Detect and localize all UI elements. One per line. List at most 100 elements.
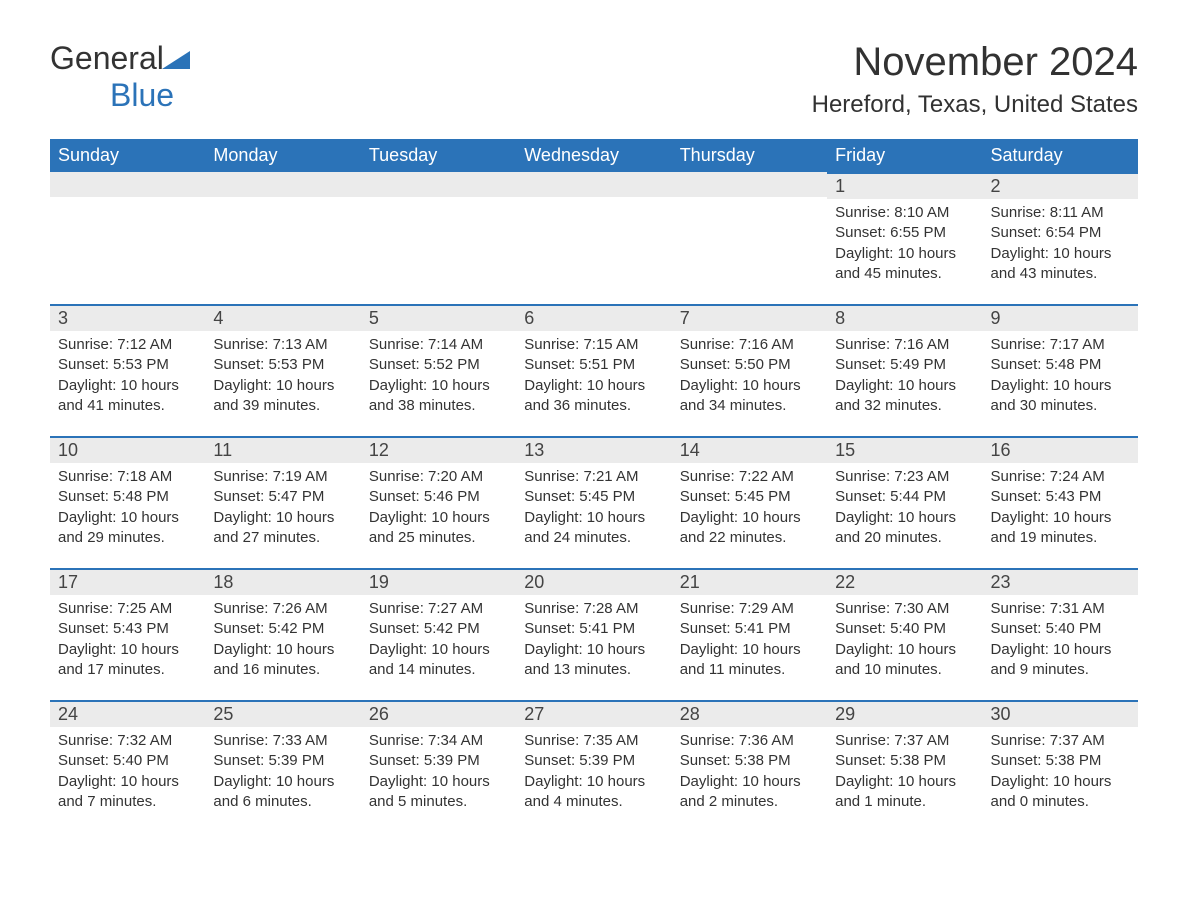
day-number: 6 [516,306,671,331]
day-body: Sunrise: 7:23 AMSunset: 5:44 PMDaylight:… [827,463,982,556]
sunrise-text: Sunrise: 7:19 AM [213,467,352,487]
daylight-text: Daylight: 10 hours and 24 minutes. [524,508,663,549]
day-body: Sunrise: 7:31 AMSunset: 5:40 PMDaylight:… [983,595,1138,688]
day-wrap: 8Sunrise: 7:16 AMSunset: 5:49 PMDaylight… [827,304,982,424]
day-wrap: 20Sunrise: 7:28 AMSunset: 5:41 PMDayligh… [516,568,671,688]
day-wrap: 29Sunrise: 7:37 AMSunset: 5:38 PMDayligh… [827,700,982,820]
day-number: 19 [361,570,516,595]
sunrise-text: Sunrise: 7:27 AM [369,599,508,619]
header: General Blue November 2024 Hereford, Tex… [50,40,1138,119]
sunset-text: Sunset: 6:54 PM [991,223,1130,243]
calendar-cell: 26Sunrise: 7:34 AMSunset: 5:39 PMDayligh… [361,700,516,832]
day-body: Sunrise: 7:15 AMSunset: 5:51 PMDaylight:… [516,331,671,424]
day-body: Sunrise: 7:19 AMSunset: 5:47 PMDaylight:… [205,463,360,556]
day-number: 20 [516,570,671,595]
calendar-cell: 21Sunrise: 7:29 AMSunset: 5:41 PMDayligh… [672,568,827,700]
day-number: 21 [672,570,827,595]
day-number: 17 [50,570,205,595]
calendar-cell [205,172,360,304]
day-wrap: 9Sunrise: 7:17 AMSunset: 5:48 PMDaylight… [983,304,1138,424]
daylight-text: Daylight: 10 hours and 32 minutes. [835,376,974,417]
daylight-text: Daylight: 10 hours and 29 minutes. [58,508,197,549]
calendar-cell: 28Sunrise: 7:36 AMSunset: 5:38 PMDayligh… [672,700,827,832]
calendar-week-row: 17Sunrise: 7:25 AMSunset: 5:43 PMDayligh… [50,568,1138,700]
sunset-text: Sunset: 5:49 PM [835,355,974,375]
daylight-text: Daylight: 10 hours and 34 minutes. [680,376,819,417]
day-number-empty [205,172,360,197]
calendar-cell: 12Sunrise: 7:20 AMSunset: 5:46 PMDayligh… [361,436,516,568]
calendar-week-row: 10Sunrise: 7:18 AMSunset: 5:48 PMDayligh… [50,436,1138,568]
day-body: Sunrise: 7:27 AMSunset: 5:42 PMDaylight:… [361,595,516,688]
day-number: 2 [983,174,1138,199]
calendar-cell: 11Sunrise: 7:19 AMSunset: 5:47 PMDayligh… [205,436,360,568]
daylight-text: Daylight: 10 hours and 43 minutes. [991,244,1130,285]
daylight-text: Daylight: 10 hours and 4 minutes. [524,772,663,813]
sunset-text: Sunset: 5:43 PM [991,487,1130,507]
day-wrap: 2Sunrise: 8:11 AMSunset: 6:54 PMDaylight… [983,172,1138,292]
sunset-text: Sunset: 5:50 PM [680,355,819,375]
sunset-text: Sunset: 5:47 PM [213,487,352,507]
sunrise-text: Sunrise: 7:15 AM [524,335,663,355]
sunrise-text: Sunrise: 7:36 AM [680,731,819,751]
logo-sail-icon [164,40,190,76]
daylight-text: Daylight: 10 hours and 41 minutes. [58,376,197,417]
calendar-cell: 30Sunrise: 7:37 AMSunset: 5:38 PMDayligh… [983,700,1138,832]
day-number: 24 [50,702,205,727]
sunrise-text: Sunrise: 7:16 AM [835,335,974,355]
day-number: 12 [361,438,516,463]
sunset-text: Sunset: 5:44 PM [835,487,974,507]
sunrise-text: Sunrise: 7:18 AM [58,467,197,487]
day-number-empty [50,172,205,197]
daylight-text: Daylight: 10 hours and 10 minutes. [835,640,974,681]
calendar-cell: 22Sunrise: 7:30 AMSunset: 5:40 PMDayligh… [827,568,982,700]
calendar-cell: 29Sunrise: 7:37 AMSunset: 5:38 PMDayligh… [827,700,982,832]
sunrise-text: Sunrise: 7:20 AM [369,467,508,487]
day-wrap: 6Sunrise: 7:15 AMSunset: 5:51 PMDaylight… [516,304,671,424]
day-body: Sunrise: 7:37 AMSunset: 5:38 PMDaylight:… [983,727,1138,820]
day-body: Sunrise: 7:37 AMSunset: 5:38 PMDaylight:… [827,727,982,820]
sunset-text: Sunset: 5:38 PM [991,751,1130,771]
sunset-text: Sunset: 5:51 PM [524,355,663,375]
sunset-text: Sunset: 6:55 PM [835,223,974,243]
calendar-table: Sunday Monday Tuesday Wednesday Thursday… [50,139,1138,832]
daylight-text: Daylight: 10 hours and 30 minutes. [991,376,1130,417]
sunrise-text: Sunrise: 7:35 AM [524,731,663,751]
sunrise-text: Sunrise: 7:12 AM [58,335,197,355]
day-body: Sunrise: 7:17 AMSunset: 5:48 PMDaylight:… [983,331,1138,424]
sunset-text: Sunset: 5:40 PM [991,619,1130,639]
day-number: 29 [827,702,982,727]
weekday-header: Monday [205,139,360,172]
sunset-text: Sunset: 5:48 PM [58,487,197,507]
sunrise-text: Sunrise: 7:29 AM [680,599,819,619]
sunrise-text: Sunrise: 7:28 AM [524,599,663,619]
calendar-cell [672,172,827,304]
day-wrap: 19Sunrise: 7:27 AMSunset: 5:42 PMDayligh… [361,568,516,688]
day-number: 28 [672,702,827,727]
day-body: Sunrise: 8:11 AMSunset: 6:54 PMDaylight:… [983,199,1138,292]
day-wrap: 3Sunrise: 7:12 AMSunset: 5:53 PMDaylight… [50,304,205,424]
weekday-header: Wednesday [516,139,671,172]
day-number: 15 [827,438,982,463]
calendar-cell [516,172,671,304]
day-wrap: 4Sunrise: 7:13 AMSunset: 5:53 PMDaylight… [205,304,360,424]
daylight-text: Daylight: 10 hours and 16 minutes. [213,640,352,681]
sunset-text: Sunset: 5:52 PM [369,355,508,375]
daylight-text: Daylight: 10 hours and 19 minutes. [991,508,1130,549]
calendar-cell: 1Sunrise: 8:10 AMSunset: 6:55 PMDaylight… [827,172,982,304]
daylight-text: Daylight: 10 hours and 25 minutes. [369,508,508,549]
calendar-cell: 7Sunrise: 7:16 AMSunset: 5:50 PMDaylight… [672,304,827,436]
day-wrap: 15Sunrise: 7:23 AMSunset: 5:44 PMDayligh… [827,436,982,556]
day-wrap: 23Sunrise: 7:31 AMSunset: 5:40 PMDayligh… [983,568,1138,688]
weekday-header: Thursday [672,139,827,172]
day-wrap: 1Sunrise: 8:10 AMSunset: 6:55 PMDaylight… [827,172,982,292]
day-body: Sunrise: 7:26 AMSunset: 5:42 PMDaylight:… [205,595,360,688]
day-body: Sunrise: 7:21 AMSunset: 5:45 PMDaylight:… [516,463,671,556]
sunset-text: Sunset: 5:39 PM [369,751,508,771]
day-number: 5 [361,306,516,331]
day-body: Sunrise: 7:18 AMSunset: 5:48 PMDaylight:… [50,463,205,556]
calendar-cell: 3Sunrise: 7:12 AMSunset: 5:53 PMDaylight… [50,304,205,436]
calendar-cell: 8Sunrise: 7:16 AMSunset: 5:49 PMDaylight… [827,304,982,436]
calendar-cell: 9Sunrise: 7:17 AMSunset: 5:48 PMDaylight… [983,304,1138,436]
daylight-text: Daylight: 10 hours and 6 minutes. [213,772,352,813]
day-body: Sunrise: 7:28 AMSunset: 5:41 PMDaylight:… [516,595,671,688]
